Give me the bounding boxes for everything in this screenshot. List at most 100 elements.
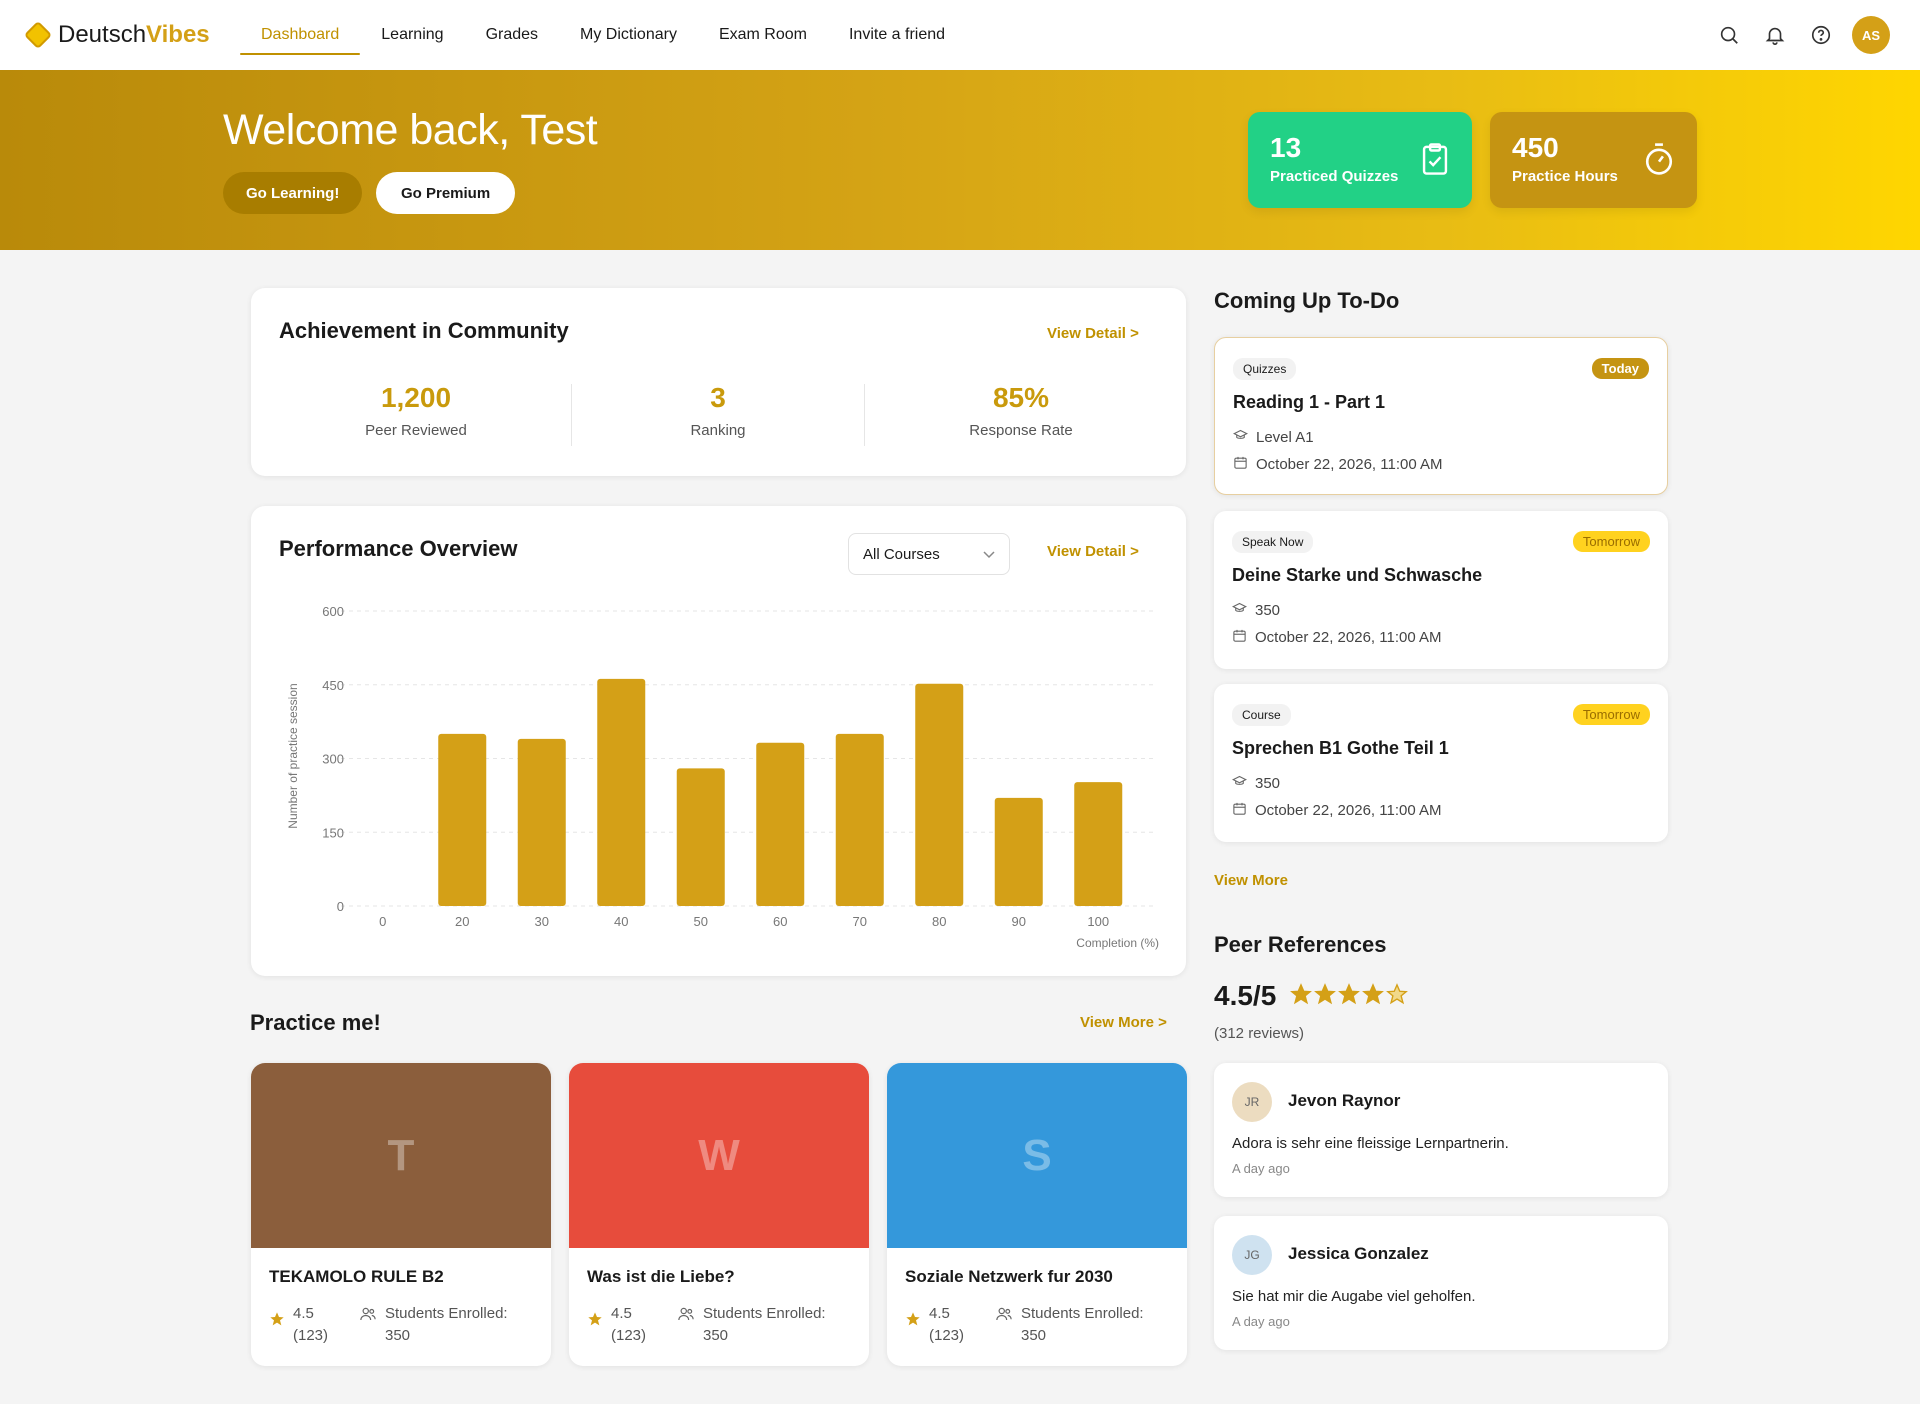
x-tick-label: 60 [773, 914, 787, 929]
review-text: Adora is sehr eine fleissige Lernpartner… [1232, 1135, 1509, 1152]
reviewer-name: Jessica Gonzalez [1288, 1244, 1429, 1263]
course-meta: 4.5 (123) Students Enrolled: 350 [905, 1303, 1169, 1347]
chart-bar [835, 733, 884, 906]
chart-bar [597, 678, 646, 906]
y-tick-label: 0 [337, 899, 344, 914]
course-rating: 4.5 (123) [269, 1303, 359, 1347]
todo-item[interactable]: Quizzes Today Reading 1 - Part 1 Level A… [1214, 337, 1668, 495]
stopwatch-icon [1643, 142, 1675, 181]
course-banner: S [887, 1063, 1187, 1248]
review-time: A day ago [1232, 1314, 1290, 1329]
todo-name: Sprechen B1 Gothe Teil 1 [1232, 738, 1449, 758]
nav-item-exam-room[interactable]: Exam Room [718, 26, 807, 43]
help-icon[interactable] [1806, 20, 1836, 50]
brand-logo[interactable]: DeutschVibes [23, 20, 210, 50]
graduation-cap-icon [1231, 601, 1248, 620]
nav-item-dashboard[interactable]: Dashboard [240, 0, 361, 70]
star-filled-icon [1314, 980, 1337, 1012]
reviewer-avatar: JG [1232, 1235, 1272, 1275]
todo-detail-row: 350 [1231, 774, 1281, 793]
go-learning-button[interactable]: Go Learning! [223, 172, 363, 214]
practice-title: Practice me! [250, 1010, 381, 1035]
course-card[interactable]: W Was ist die Liebe? 4.5 (123) Students E… [569, 1063, 869, 1366]
users-icon [677, 1305, 695, 1347]
performance-title: Performance Overview [279, 536, 518, 561]
enrolled-value: 350 [385, 1327, 411, 1344]
nav-item-my-dictionary[interactable]: My Dictionary [580, 26, 677, 43]
todo-date-row: October 22, 2026, 11:00 AM [1232, 628, 1442, 647]
peer-reviewed-stat: 1,200 Peer Reviewed [271, 382, 561, 439]
ranking-value: 3 [710, 382, 726, 413]
performance-card: Performance Overview All Courses View De… [251, 506, 1186, 976]
enrolled-value: 350 [1021, 1327, 1047, 1344]
star-filled-icon [1362, 980, 1385, 1012]
y-tick-label: 600 [322, 604, 344, 619]
nav-item-learning[interactable]: Learning [381, 26, 444, 43]
course-meta: 4.5 (123) Students Enrolled: 350 [587, 1303, 851, 1347]
peer-rating-value: 4.5/5 [1214, 980, 1277, 1011]
course-filter-value: All Courses [863, 545, 940, 563]
star-icon [905, 1311, 921, 1347]
welcome-title: Welcome back, Test [223, 106, 598, 154]
review-text: Sie hat mir die Augabe viel geholfen. [1232, 1288, 1476, 1305]
todo-date-row: October 22, 2026, 11:00 AM [1232, 801, 1442, 820]
todo-name: Reading 1 - Part 1 [1233, 392, 1386, 412]
achievement-title: Achievement in Community [279, 318, 569, 343]
course-enrolled: Students Enrolled: 350 [677, 1303, 826, 1347]
todo-detail: 350 [1255, 775, 1281, 792]
x-tick-label: 90 [1012, 914, 1026, 929]
nav-item-grades[interactable]: Grades [485, 26, 539, 43]
practiced-quizzes-value: 13 [1270, 132, 1302, 163]
main-menu: Dashboard Learning Grades My Dictionary … [240, 0, 966, 70]
todo-date: October 22, 2026, 11:00 AM [1255, 802, 1442, 819]
todo-item[interactable]: Speak Now Tomorrow Deine Starke und Schw… [1214, 511, 1668, 669]
todo-view-more-link[interactable]: View More [1214, 872, 1288, 889]
peer-rating: 4.5/5 [1214, 980, 1409, 1012]
chart-bar [1074, 782, 1123, 906]
users-icon [995, 1305, 1013, 1347]
x-tick-label: 40 [614, 914, 628, 929]
x-tick-label: 70 [853, 914, 867, 929]
course-rating: 4.5 (123) [587, 1303, 677, 1347]
todo-date: October 22, 2026, 11:00 AM [1255, 629, 1442, 646]
performance-view-detail-link[interactable]: View Detail > [1047, 543, 1139, 560]
course-rating-count: (123) [929, 1327, 965, 1344]
course-rating-value: 4.5 [611, 1305, 632, 1322]
todo-title: Coming Up To-Do [1214, 288, 1400, 313]
course-filter-select[interactable]: All Courses [848, 533, 1010, 575]
course-card[interactable]: T TEKAMOLO RULE B2 4.5 (123) Students Enr… [251, 1063, 551, 1366]
star-half-icon [1386, 980, 1409, 1012]
course-rating-value: 4.5 [929, 1305, 950, 1322]
x-axis-label: Completion (%) [1076, 936, 1159, 950]
todo-date-row: October 22, 2026, 11:00 AM [1233, 455, 1443, 474]
star-rating [1290, 980, 1409, 1012]
todo-tag: Course [1232, 704, 1291, 726]
todo-tag: Speak Now [1232, 531, 1314, 553]
user-avatar[interactable]: AS [1852, 16, 1890, 54]
go-premium-button[interactable]: Go Premium [376, 172, 516, 214]
performance-bar-chart: 0 150 300 450 600 0 20 30 40 50 60 70 80 90 100 Complet… [286, 604, 1159, 950]
practice-view-more-link[interactable]: View More > [1080, 1014, 1167, 1031]
y-tick-label: 300 [322, 752, 344, 767]
achievement-view-detail-link[interactable]: View Detail > [1047, 325, 1139, 342]
course-card[interactable]: S Soziale Netzwerk fur 2030 4.5 (123) Stu… [887, 1063, 1187, 1366]
todo-item[interactable]: Course Tomorrow Sprechen B1 Gothe Teil 1… [1214, 684, 1668, 842]
graduation-cap-icon [1231, 774, 1248, 793]
nav-item-invite-friend[interactable]: Invite a friend [848, 26, 946, 43]
todo-when-badge: Tomorrow [1572, 704, 1650, 725]
x-tick-label: 100 [1087, 914, 1109, 929]
peer-reviews-count: (312 reviews) [1214, 1025, 1305, 1042]
course-name: TEKAMOLO RULE B2 [269, 1267, 444, 1286]
y-tick-label: 150 [322, 825, 344, 840]
graduation-cap-icon [1232, 428, 1249, 447]
clipboard-check-icon [1420, 142, 1450, 181]
star-filled-icon [1338, 980, 1361, 1012]
logo-diamond-icon [23, 20, 53, 50]
search-icon[interactable] [1714, 20, 1744, 50]
bell-icon[interactable] [1760, 20, 1790, 50]
course-name: Was ist die Liebe? [587, 1267, 735, 1286]
todo-when-badge: Tomorrow [1572, 531, 1650, 552]
peer-review-card: JR Jevon Raynor Adora is sehr eine fleis… [1214, 1063, 1668, 1197]
review-time: A day ago [1232, 1161, 1290, 1176]
response-rate-label: Response Rate [969, 422, 1073, 439]
